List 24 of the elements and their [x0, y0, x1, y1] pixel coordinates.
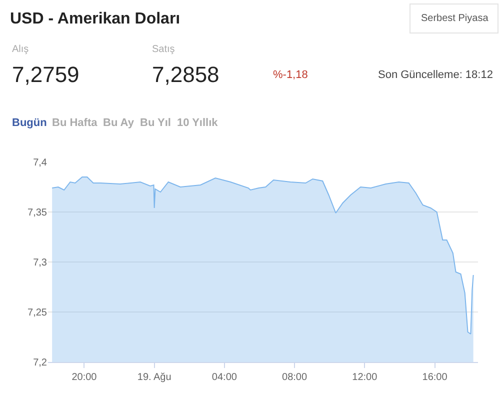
- text: %-1,18: [273, 69, 308, 81]
- x-tick-label: 08:00: [282, 372, 308, 383]
- text: Bu Hafta: [52, 117, 98, 129]
- chart-title: USD - Amerikan Doları: [10, 10, 180, 28]
- text: Bu Ay: [103, 117, 135, 129]
- x-tick-label: 19. Ağu: [137, 372, 172, 383]
- text: 7,2858: [152, 62, 220, 87]
- text: Serbest Piyasa: [421, 13, 489, 24]
- x-tick-label: 20:00: [72, 372, 98, 383]
- y-tick-label: 7,3: [33, 258, 48, 268]
- y-tick-label: 7,35: [28, 208, 48, 218]
- text: Son Güncelleme: 18:12: [378, 69, 493, 81]
- text: 10 Yıllık: [177, 117, 219, 129]
- x-tick-label: 04:00: [212, 372, 238, 383]
- text: Bugün: [12, 117, 48, 129]
- text: Alış: [12, 44, 29, 55]
- y-tick-label: 7,4: [33, 158, 48, 168]
- text: Satış: [152, 44, 175, 55]
- x-tick-label: 12:00: [352, 372, 378, 383]
- text: Bu Yıl: [140, 117, 171, 129]
- text: 7,2759: [12, 62, 80, 87]
- y-tick-label: 7,25: [28, 308, 48, 318]
- x-tick-label: 16:00: [422, 372, 448, 383]
- y-tick-label: 7,2: [33, 358, 48, 368]
